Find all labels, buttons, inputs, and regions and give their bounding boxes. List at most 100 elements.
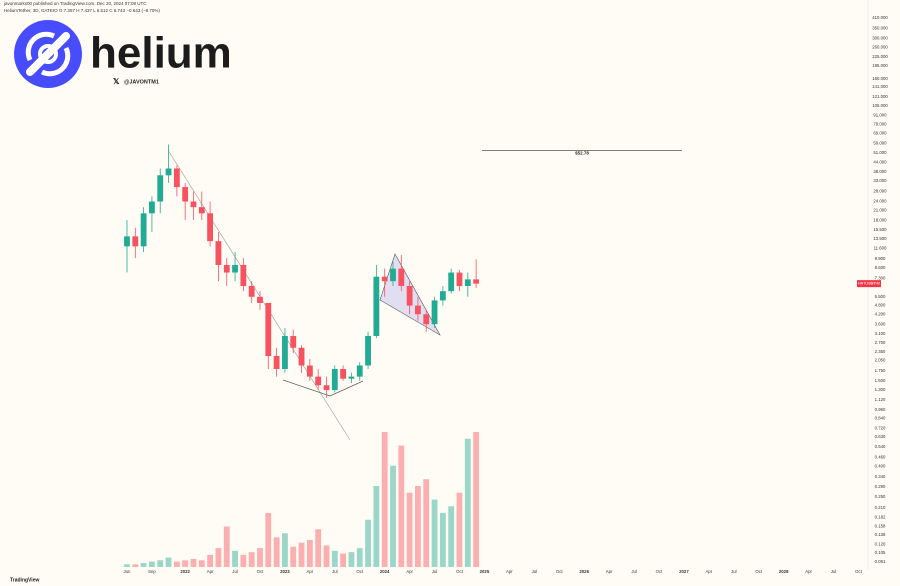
x-tick-label: Apr: [207, 569, 214, 574]
y-tick-label: 0.290: [875, 484, 886, 489]
volume-bar: [331, 550, 338, 567]
y-tick-label: 38.000: [873, 169, 887, 174]
y-tick-label: 1.500: [875, 378, 886, 383]
publish-info: javonmarks00 published on TradingView.co…: [3, 1, 147, 6]
x-tick-label: Apr: [805, 569, 812, 574]
handle: @JAVONTM1: [124, 79, 159, 85]
volume-bar: [298, 542, 305, 567]
y-tick-label: 3.100: [875, 331, 886, 336]
y-tick-label: 350.000: [872, 25, 888, 30]
candle-body: [390, 268, 396, 282]
candle-body: [182, 187, 189, 202]
candle-body: [282, 335, 288, 370]
candle-body: [373, 276, 380, 336]
volume-bar: [124, 564, 130, 567]
volume-bar: [431, 499, 438, 567]
volume-bar: [173, 561, 180, 567]
x-tick-label: Jul: [831, 569, 837, 574]
x-logo: 𝕏: [113, 77, 120, 86]
candle-body: [215, 241, 222, 265]
candle-body: [240, 264, 247, 286]
volume-bar: [415, 486, 421, 567]
volume-bar: [456, 492, 463, 567]
price-label: 6.740: [871, 282, 880, 286]
candle-body: [348, 376, 355, 379]
candle-body: [157, 175, 164, 202]
price-tag: [857, 280, 881, 288]
y-tick-label: 8.600: [875, 265, 886, 270]
volume-bar: [373, 486, 380, 567]
x-tick-label: Apr: [606, 569, 613, 574]
x-tick-label: Apr: [307, 569, 314, 574]
volume-bar: [198, 560, 205, 567]
y-tick-label: 2.700: [875, 340, 886, 345]
y-tick-label: 28.000: [873, 189, 887, 194]
price-symbol: HNTUSDT: [858, 282, 876, 286]
volume-bar: [390, 465, 396, 567]
y-tick-label: 24.000: [873, 199, 887, 204]
volume-bar: [190, 558, 197, 567]
candle-body: [439, 291, 446, 301]
x-tick-label: Jul: [432, 569, 438, 574]
x-tick-label: Jul: [332, 569, 338, 574]
volume-bar: [448, 506, 455, 567]
volume-bar: [182, 560, 189, 567]
x-tick-label: 2023: [280, 569, 290, 574]
y-tick-label: 3.600: [875, 321, 886, 326]
y-tick-label: 0.210: [875, 505, 886, 510]
volume-bar: [157, 560, 164, 567]
candle-body: [315, 376, 322, 386]
candle-body: [132, 236, 139, 247]
candle-body: [149, 201, 155, 214]
y-tick-label: 105.000: [872, 103, 888, 108]
y-tick-label: 225.000: [872, 54, 888, 59]
y-tick-label: 1.300: [875, 387, 886, 392]
y-tick-label: 0.960: [875, 407, 886, 412]
x-tick-label: Jul: [731, 569, 737, 574]
y-tick-label: 0.840: [875, 415, 886, 420]
y-tick-label: 18.000: [873, 217, 887, 222]
volume-bar: [398, 445, 405, 567]
candle-body: [190, 201, 197, 208]
volume-bar: [315, 529, 322, 567]
candle-body: [232, 264, 238, 273]
y-tick-label: 0.091: [875, 559, 886, 564]
candle-body: [340, 369, 347, 379]
y-tick-label: 0.340: [875, 474, 886, 479]
y-tick-label: 121.000: [872, 94, 888, 99]
x-tick-label: Oct: [855, 569, 862, 574]
candle-body: [124, 236, 130, 247]
x-tick-label: Oct: [356, 569, 363, 574]
volume-bar: [232, 550, 238, 567]
candle-body: [257, 296, 263, 303]
volume-bar: [365, 519, 371, 567]
volume-bar: [290, 546, 297, 567]
candle-body: [448, 272, 455, 292]
candle-body: [140, 213, 147, 247]
volume-bar: [381, 432, 388, 567]
y-tick-label: 33.000: [873, 178, 887, 183]
volume-bar: [265, 513, 272, 567]
candle-body: [165, 168, 172, 176]
volume-bar: [215, 548, 222, 567]
candle-body: [398, 268, 405, 286]
support-line: [282, 379, 364, 397]
y-tick-label: 0.630: [875, 434, 886, 439]
volume-bar: [348, 552, 355, 567]
y-tick-label: 0.158: [875, 523, 886, 528]
volume-bar: [273, 537, 280, 567]
volume-bar: [240, 554, 247, 567]
x-tick-label: 2024: [380, 569, 390, 574]
target-label: $52.78: [575, 151, 589, 156]
x-tick-label: 2027: [679, 569, 689, 574]
y-tick-label: 0.400: [875, 463, 886, 468]
x-tick-label: Jul: [232, 569, 238, 574]
candle-body: [365, 335, 371, 366]
volume-bar: [257, 548, 263, 567]
y-tick-label: 0.182: [875, 514, 886, 519]
symbol-info: HeliumTether, 3D, GATEIO O 7.357 H 7.437…: [4, 8, 160, 13]
logo-ring: [38, 44, 58, 64]
x-tick-label: 2026: [579, 569, 589, 574]
candle-body: [298, 347, 305, 366]
